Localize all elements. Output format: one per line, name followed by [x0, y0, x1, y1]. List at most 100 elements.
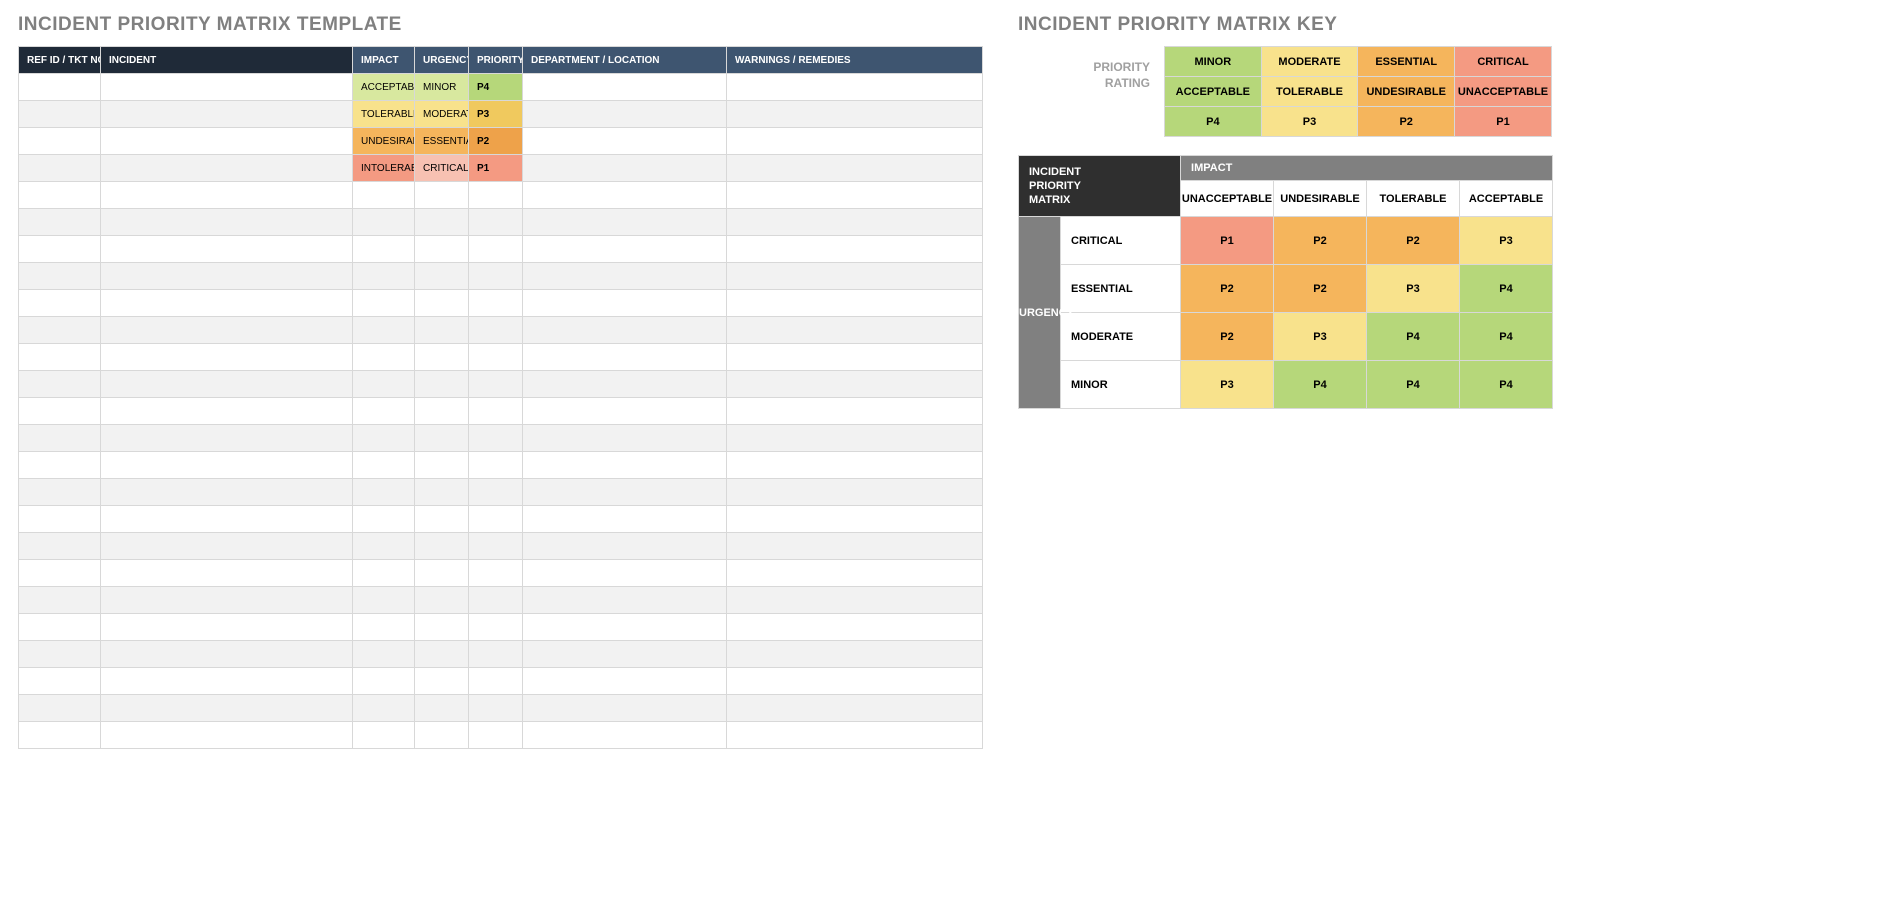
- matrix-impact-header: IMPACT: [1181, 156, 1553, 181]
- empty-cell: [523, 317, 727, 344]
- priority-rating-label-1: PRIORITY: [1093, 60, 1150, 74]
- empty-cell: [523, 587, 727, 614]
- matrix-cell-2-2: P4: [1367, 313, 1460, 361]
- empty-cell: [523, 722, 727, 749]
- empty-cell: [727, 560, 983, 587]
- matrix-cell-0-0: P1: [1181, 217, 1274, 265]
- table-row: [19, 668, 983, 695]
- matrix-cell-0-3: P3: [1460, 217, 1553, 265]
- empty-cell: [469, 236, 523, 263]
- empty-cell: [469, 317, 523, 344]
- matrix-urgency-row-0: CRITICAL: [1061, 217, 1181, 265]
- empty-cell: [415, 182, 469, 209]
- rating-cell-l2-1: TOLERABLE: [1261, 77, 1358, 107]
- empty-cell: [19, 560, 101, 587]
- empty-cell: [101, 587, 353, 614]
- matrix-cell-2-1: P3: [1274, 313, 1367, 361]
- empty-cell: [523, 452, 727, 479]
- empty-cell: [353, 182, 415, 209]
- empty-cell: [727, 74, 983, 101]
- empty-cell: [19, 263, 101, 290]
- empty-cell: [523, 263, 727, 290]
- priority-cell: P2: [469, 128, 523, 155]
- matrix-cell-3-0: P3: [1181, 361, 1274, 409]
- empty-cell: [19, 398, 101, 425]
- matrix-urgency-header: URGENCY: [1019, 217, 1061, 409]
- table-row: [19, 425, 983, 452]
- empty-cell: [469, 371, 523, 398]
- empty-cell: [727, 533, 983, 560]
- empty-cell: [101, 506, 353, 533]
- empty-cell: [469, 560, 523, 587]
- empty-cell: [523, 668, 727, 695]
- matrix-cell-2-0: P2: [1181, 313, 1274, 361]
- table-row: [19, 533, 983, 560]
- empty-cell: [727, 479, 983, 506]
- empty-cell: [523, 290, 727, 317]
- empty-cell: [415, 614, 469, 641]
- empty-cell: [19, 128, 101, 155]
- matrix-corner: INCIDENTPRIORITYMATRIX: [1019, 156, 1181, 217]
- table-row: [19, 317, 983, 344]
- empty-cell: [727, 344, 983, 371]
- matrix-cell-3-2: P4: [1367, 361, 1460, 409]
- impact-cell: TOLERABLE: [353, 101, 415, 128]
- matrix-urgency-row-3: MINOR: [1061, 361, 1181, 409]
- empty-cell: [101, 290, 353, 317]
- empty-cell: [469, 695, 523, 722]
- rating-cell-l1-0: MINOR: [1165, 47, 1262, 77]
- empty-cell: [101, 560, 353, 587]
- empty-cell: [727, 587, 983, 614]
- empty-cell: [353, 209, 415, 236]
- empty-cell: [469, 641, 523, 668]
- main-header-5: DEPARTMENT / LOCATION: [523, 47, 727, 74]
- empty-cell: [727, 641, 983, 668]
- impact-cell: ACCEPTABLE: [353, 74, 415, 101]
- empty-cell: [523, 101, 727, 128]
- empty-cell: [101, 668, 353, 695]
- table-row: TOLERABLEMODERATEP3: [19, 101, 983, 128]
- empty-cell: [353, 236, 415, 263]
- empty-cell: [415, 560, 469, 587]
- rating-cell-l2-0: ACCEPTABLE: [1165, 77, 1262, 107]
- empty-cell: [101, 614, 353, 641]
- rating-cell-l2-2: UNDESIRABLE: [1358, 77, 1455, 107]
- empty-cell: [415, 506, 469, 533]
- empty-cell: [353, 506, 415, 533]
- matrix-cell-3-1: P4: [1274, 361, 1367, 409]
- empty-cell: [469, 479, 523, 506]
- empty-cell: [415, 641, 469, 668]
- empty-cell: [415, 479, 469, 506]
- empty-cell: [523, 155, 727, 182]
- priority-rating-key: PRIORITY RATING MINORMODERATEESSENTIALCR…: [1018, 46, 1552, 137]
- empty-cell: [523, 74, 727, 101]
- empty-cell: [727, 614, 983, 641]
- empty-cell: [415, 425, 469, 452]
- empty-cell: [523, 371, 727, 398]
- priority-rating-label-2: RATING: [1105, 76, 1150, 90]
- matrix-impact-col-3: ACCEPTABLE: [1460, 181, 1553, 217]
- table-row: ACCEPTABLEMINORP4: [19, 74, 983, 101]
- empty-cell: [353, 452, 415, 479]
- empty-cell: [727, 263, 983, 290]
- template-section: INCIDENT PRIORITY MATRIX TEMPLATE REF ID…: [18, 14, 982, 749]
- empty-cell: [19, 344, 101, 371]
- empty-cell: [415, 695, 469, 722]
- empty-cell: [727, 398, 983, 425]
- empty-cell: [415, 290, 469, 317]
- empty-cell: [523, 236, 727, 263]
- matrix-cell-1-0: P2: [1181, 265, 1274, 313]
- empty-cell: [101, 452, 353, 479]
- empty-cell: [727, 290, 983, 317]
- priority-rating-label: PRIORITY RATING: [1018, 46, 1164, 91]
- matrix-impact-col-1: UNDESIRABLE: [1274, 181, 1367, 217]
- key-section: INCIDENT PRIORITY MATRIX KEY PRIORITY RA…: [1018, 14, 1552, 409]
- empty-cell: [19, 506, 101, 533]
- empty-cell: [469, 344, 523, 371]
- empty-cell: [19, 425, 101, 452]
- empty-cell: [353, 668, 415, 695]
- empty-cell: [353, 587, 415, 614]
- empty-cell: [353, 398, 415, 425]
- main-header-1: INCIDENT: [101, 47, 353, 74]
- key-title: INCIDENT PRIORITY MATRIX KEY: [1018, 14, 1552, 36]
